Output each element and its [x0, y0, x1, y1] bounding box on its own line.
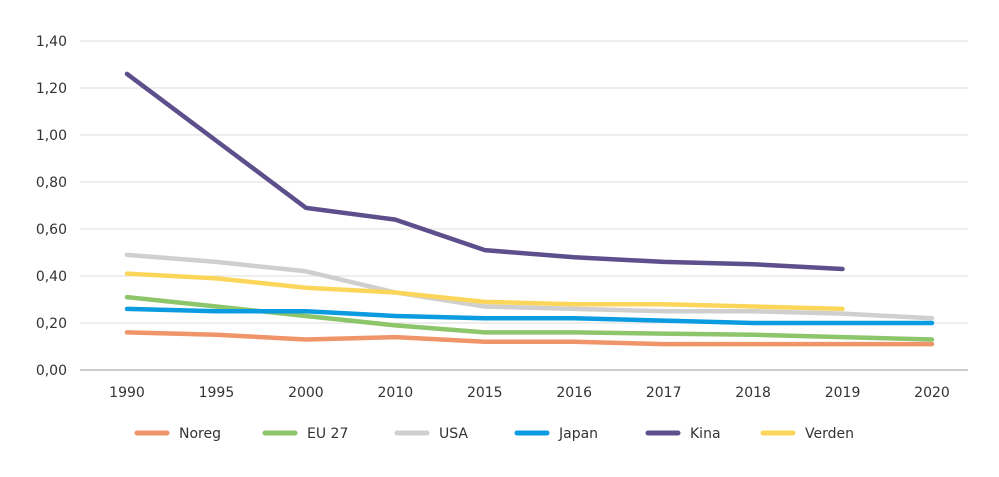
y-tick-label: 0,00: [36, 363, 67, 379]
legend-label: Kina: [690, 426, 721, 442]
y-tick-label: 1,40: [36, 34, 67, 50]
series-line-kina: [124, 71, 845, 272]
series-line-usa: [124, 252, 935, 321]
legend-label: EU 27: [307, 426, 348, 442]
x-tick-label: 1990: [109, 385, 145, 401]
y-tick-label: 0,80: [36, 175, 67, 191]
y-tick-label: 1,00: [36, 128, 67, 144]
y-tick-label: 1,20: [36, 81, 67, 97]
x-tick-label: 2019: [825, 385, 861, 401]
series-line-japan: [124, 306, 935, 326]
legend-label: Verden: [805, 426, 854, 442]
y-tick-label: 0,20: [36, 316, 67, 332]
x-tick-label: 2017: [646, 385, 682, 401]
legend-label: Japan: [558, 426, 598, 442]
x-tick-label: 2000: [288, 385, 324, 401]
x-tick-label: 2015: [467, 385, 503, 401]
x-tick-label: 2018: [735, 385, 771, 401]
x-tick-label: 1995: [199, 385, 235, 401]
x-tick-label: 2016: [556, 385, 592, 401]
series-line-verden: [124, 271, 845, 312]
x-tick-label: 2010: [378, 385, 414, 401]
legend-label: Noreg: [179, 426, 221, 442]
series-line-noreg: [124, 330, 935, 347]
legend-label: USA: [439, 426, 468, 442]
x-tick-label: 2020: [914, 385, 950, 401]
y-tick-label: 0,60: [36, 222, 67, 238]
y-tick-label: 0,40: [36, 269, 67, 285]
